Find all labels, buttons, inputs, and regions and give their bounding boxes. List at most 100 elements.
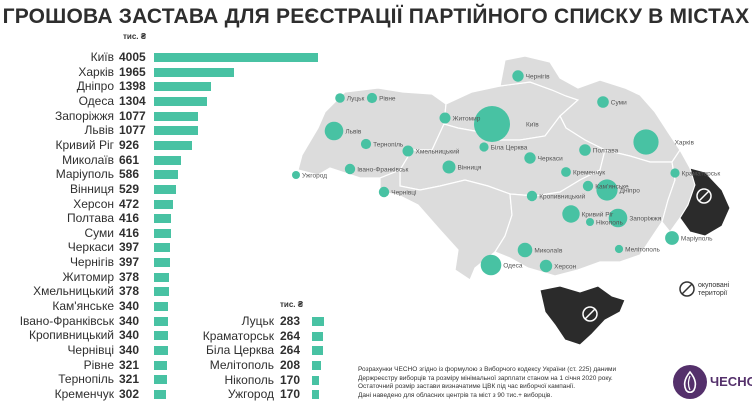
bar-value: 321 <box>119 372 140 387</box>
map-bubble <box>561 167 571 177</box>
bar <box>154 53 318 62</box>
bar <box>154 287 170 297</box>
map-city-label: Рівне <box>379 95 396 103</box>
map-bubble <box>582 180 594 192</box>
map-city-label: Краматорськ <box>682 171 721 178</box>
bar <box>312 360 321 370</box>
map-city-label: Житомир <box>453 116 481 123</box>
bar <box>154 155 182 165</box>
map-bubble <box>670 168 680 178</box>
map-bubble <box>596 179 618 201</box>
map-city-label: Дніпро <box>620 187 641 195</box>
map-bubble <box>480 254 502 276</box>
map-city-label: Маріуполь <box>681 235 713 243</box>
bar-value: 1077 <box>119 123 146 138</box>
bar-label: Луцьк <box>241 314 274 328</box>
chesno-logo-text: ЧЕСНО <box>710 374 752 389</box>
bar <box>154 82 212 92</box>
bar-label: Мелітополь <box>209 357 274 372</box>
bar-value: 208 <box>280 357 301 372</box>
bar-label: Ужгород <box>227 387 274 402</box>
bar-value: 378 <box>119 284 140 299</box>
map-bubble <box>562 205 580 223</box>
map-bubble <box>665 231 679 245</box>
bar-value: 529 <box>119 181 140 196</box>
map-city-label: Одеса <box>503 263 523 270</box>
bar <box>154 67 235 77</box>
map-bubble <box>512 70 524 82</box>
bar-label: Чернігів <box>69 255 114 270</box>
map-city-label: Запоріжжя <box>629 215 661 223</box>
bar-label: Одеса <box>78 93 114 108</box>
map-city-label: Івано-Франківськ <box>357 166 408 174</box>
map-bubble <box>597 96 609 108</box>
map-bubble <box>439 112 451 124</box>
bar-value: 1398 <box>119 79 146 94</box>
map-city-label: Вінниця <box>458 164 482 172</box>
map-city-label: Кременчук <box>573 170 605 177</box>
map-bubble <box>614 244 624 254</box>
bar <box>154 214 172 224</box>
map-city-label: Кам'янське <box>595 184 629 191</box>
bar <box>154 302 168 312</box>
map-bubble <box>524 152 536 164</box>
bar-label: Кривий Ріг <box>55 137 114 152</box>
map-bubble <box>479 142 489 152</box>
bar-label: Івано-Франківськ <box>19 313 114 328</box>
bar-value: 302 <box>119 386 140 401</box>
bar-label: Кропивницький <box>28 328 114 343</box>
map-bubble <box>360 138 372 150</box>
bar <box>154 199 174 209</box>
map-bubble <box>608 208 628 228</box>
map-bubbles: Київ Харків Дніпро Одеса Запоріжжя Львів Криви… <box>292 70 721 276</box>
bar-value: 926 <box>119 137 140 152</box>
map-city-label: Тернопіль <box>373 141 404 149</box>
map-bubble <box>517 242 533 258</box>
footnote: Розрахунки ЧЕСНО згідно із формулою з Ви… <box>358 366 678 400</box>
bar-label: Херсон <box>73 196 114 211</box>
bar-label: Житомир <box>62 269 114 284</box>
bar <box>154 243 171 253</box>
bar <box>154 126 199 136</box>
bar-label: Вінниця <box>70 181 114 196</box>
bar-label: Хмельницький <box>33 284 114 299</box>
map-bubble <box>402 145 414 157</box>
map-bubble <box>366 92 378 104</box>
bar-label: Нікополь <box>224 372 274 387</box>
bar-label: Кременчук <box>54 386 114 401</box>
map-city-label: Хмельницький <box>416 148 460 156</box>
bar <box>154 140 192 150</box>
bar <box>154 96 208 106</box>
map-city-label: Ужгород <box>302 173 327 180</box>
bar-value: 340 <box>119 328 140 343</box>
unit-label-right: тис. ₴ <box>280 300 304 309</box>
bar-value: 661 <box>119 152 140 167</box>
bar-value: 170 <box>280 387 301 402</box>
bar-value: 170 <box>280 372 301 387</box>
bar-value: 340 <box>119 299 140 314</box>
map-bubble <box>579 144 591 156</box>
bar-label: Маріуполь <box>55 167 114 182</box>
bar-value: 321 <box>119 357 140 372</box>
map-bubble <box>526 190 538 202</box>
map-city-label: Суми <box>611 100 627 107</box>
occupied-legend-label: окуповані території <box>698 282 730 297</box>
bar <box>154 375 168 385</box>
bar-label: Краматорськ <box>202 328 274 343</box>
bar-value: 1077 <box>119 108 146 123</box>
map-bubble <box>586 218 594 226</box>
bar-label: Київ <box>90 50 114 64</box>
chart-title: ГРОШОВА ЗАСТАВА ДЛЯ РЕЄСТРАЦІЇ ПАРТІЙНОГ… <box>2 5 750 28</box>
map-region-south <box>494 149 676 277</box>
map-bubble <box>335 93 345 103</box>
map-city-label: Нікополь <box>596 219 623 227</box>
map-city-label: Черкаси <box>538 156 563 163</box>
map-city-label: Мелітополь <box>625 246 660 254</box>
bar <box>154 228 172 238</box>
map-bubble <box>474 106 510 142</box>
bar-label: Тернопіль <box>58 372 114 387</box>
footnote-line-1: Розрахунки ЧЕСНО згідно із формулою з Ви… <box>358 366 617 373</box>
bar-label: Харків <box>78 64 114 79</box>
bar-value: 397 <box>119 240 140 255</box>
